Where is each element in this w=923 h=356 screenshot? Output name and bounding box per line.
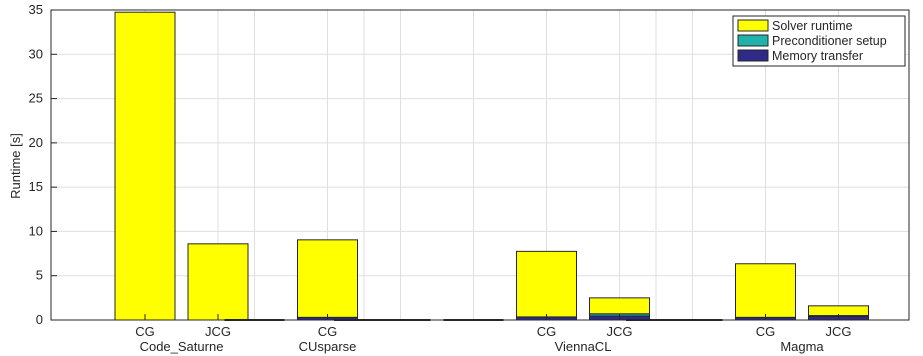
legend-label: Solver runtime [772,19,853,33]
y-tick-label: 20 [29,135,43,150]
legend-item: Preconditioner setup [737,34,887,48]
x-tick-label: JCG [607,324,633,339]
legend-label: Preconditioner setup [772,34,887,48]
legend-item: Solver runtime [737,19,853,33]
group-label: ViennaCL [555,339,612,354]
bar-segment-solver-runtime [516,250,577,318]
y-tick-label: 25 [29,91,43,106]
legend-swatch [737,19,769,32]
x-tick-label: CG [318,324,338,339]
legend-swatch [737,34,769,47]
y-axis-ticks: 0 5 10 15 20 25 30 35 [29,2,57,327]
group-labels: Code_Saturne CUsparse ViennaCL Magma [140,339,825,354]
group-label: Magma [780,339,824,354]
y-tick-label: 10 [29,223,43,238]
y-tick-label: 35 [29,2,43,17]
bar-magma-cg [735,263,796,321]
legend-label: Memory transfer [772,49,863,63]
y-axis-label: Runtime [s] [8,133,23,199]
bar-cusparse-cg [297,239,358,321]
bar-segment-solver-runtime [187,243,249,321]
axes-box [50,9,910,321]
y-tick-label: 30 [29,46,43,61]
x-tick-label: JCG [205,324,231,339]
group-label: Code_Saturne [140,339,224,354]
y-tick-label: 0 [36,312,43,327]
bar-segment-solver-runtime [735,263,796,318]
x-tick-label: JCG [826,324,852,339]
legend-item: Memory transfer [737,49,863,63]
x-tick-label: CG [756,324,776,339]
bar-viennacl-cg [516,250,577,321]
x-tick-label: CG [537,324,557,339]
bar-segment-solver-runtime [589,297,650,315]
x-tick-label: CG [135,324,155,339]
x-axis-ticks: CG JCG CG CG JCG CG JCG [135,314,852,339]
legend-swatch [737,49,769,62]
y-tick-label: 5 [36,268,43,283]
bar-segment-solver-runtime [114,11,176,321]
bar-code-saturne-cg [114,11,176,321]
bars-layer [114,11,869,321]
group-label: CUsparse [299,339,357,354]
bar-segment-solver-runtime [297,239,358,318]
bar-code-saturne-jcg [187,243,249,321]
y-tick-label: 15 [29,179,43,194]
